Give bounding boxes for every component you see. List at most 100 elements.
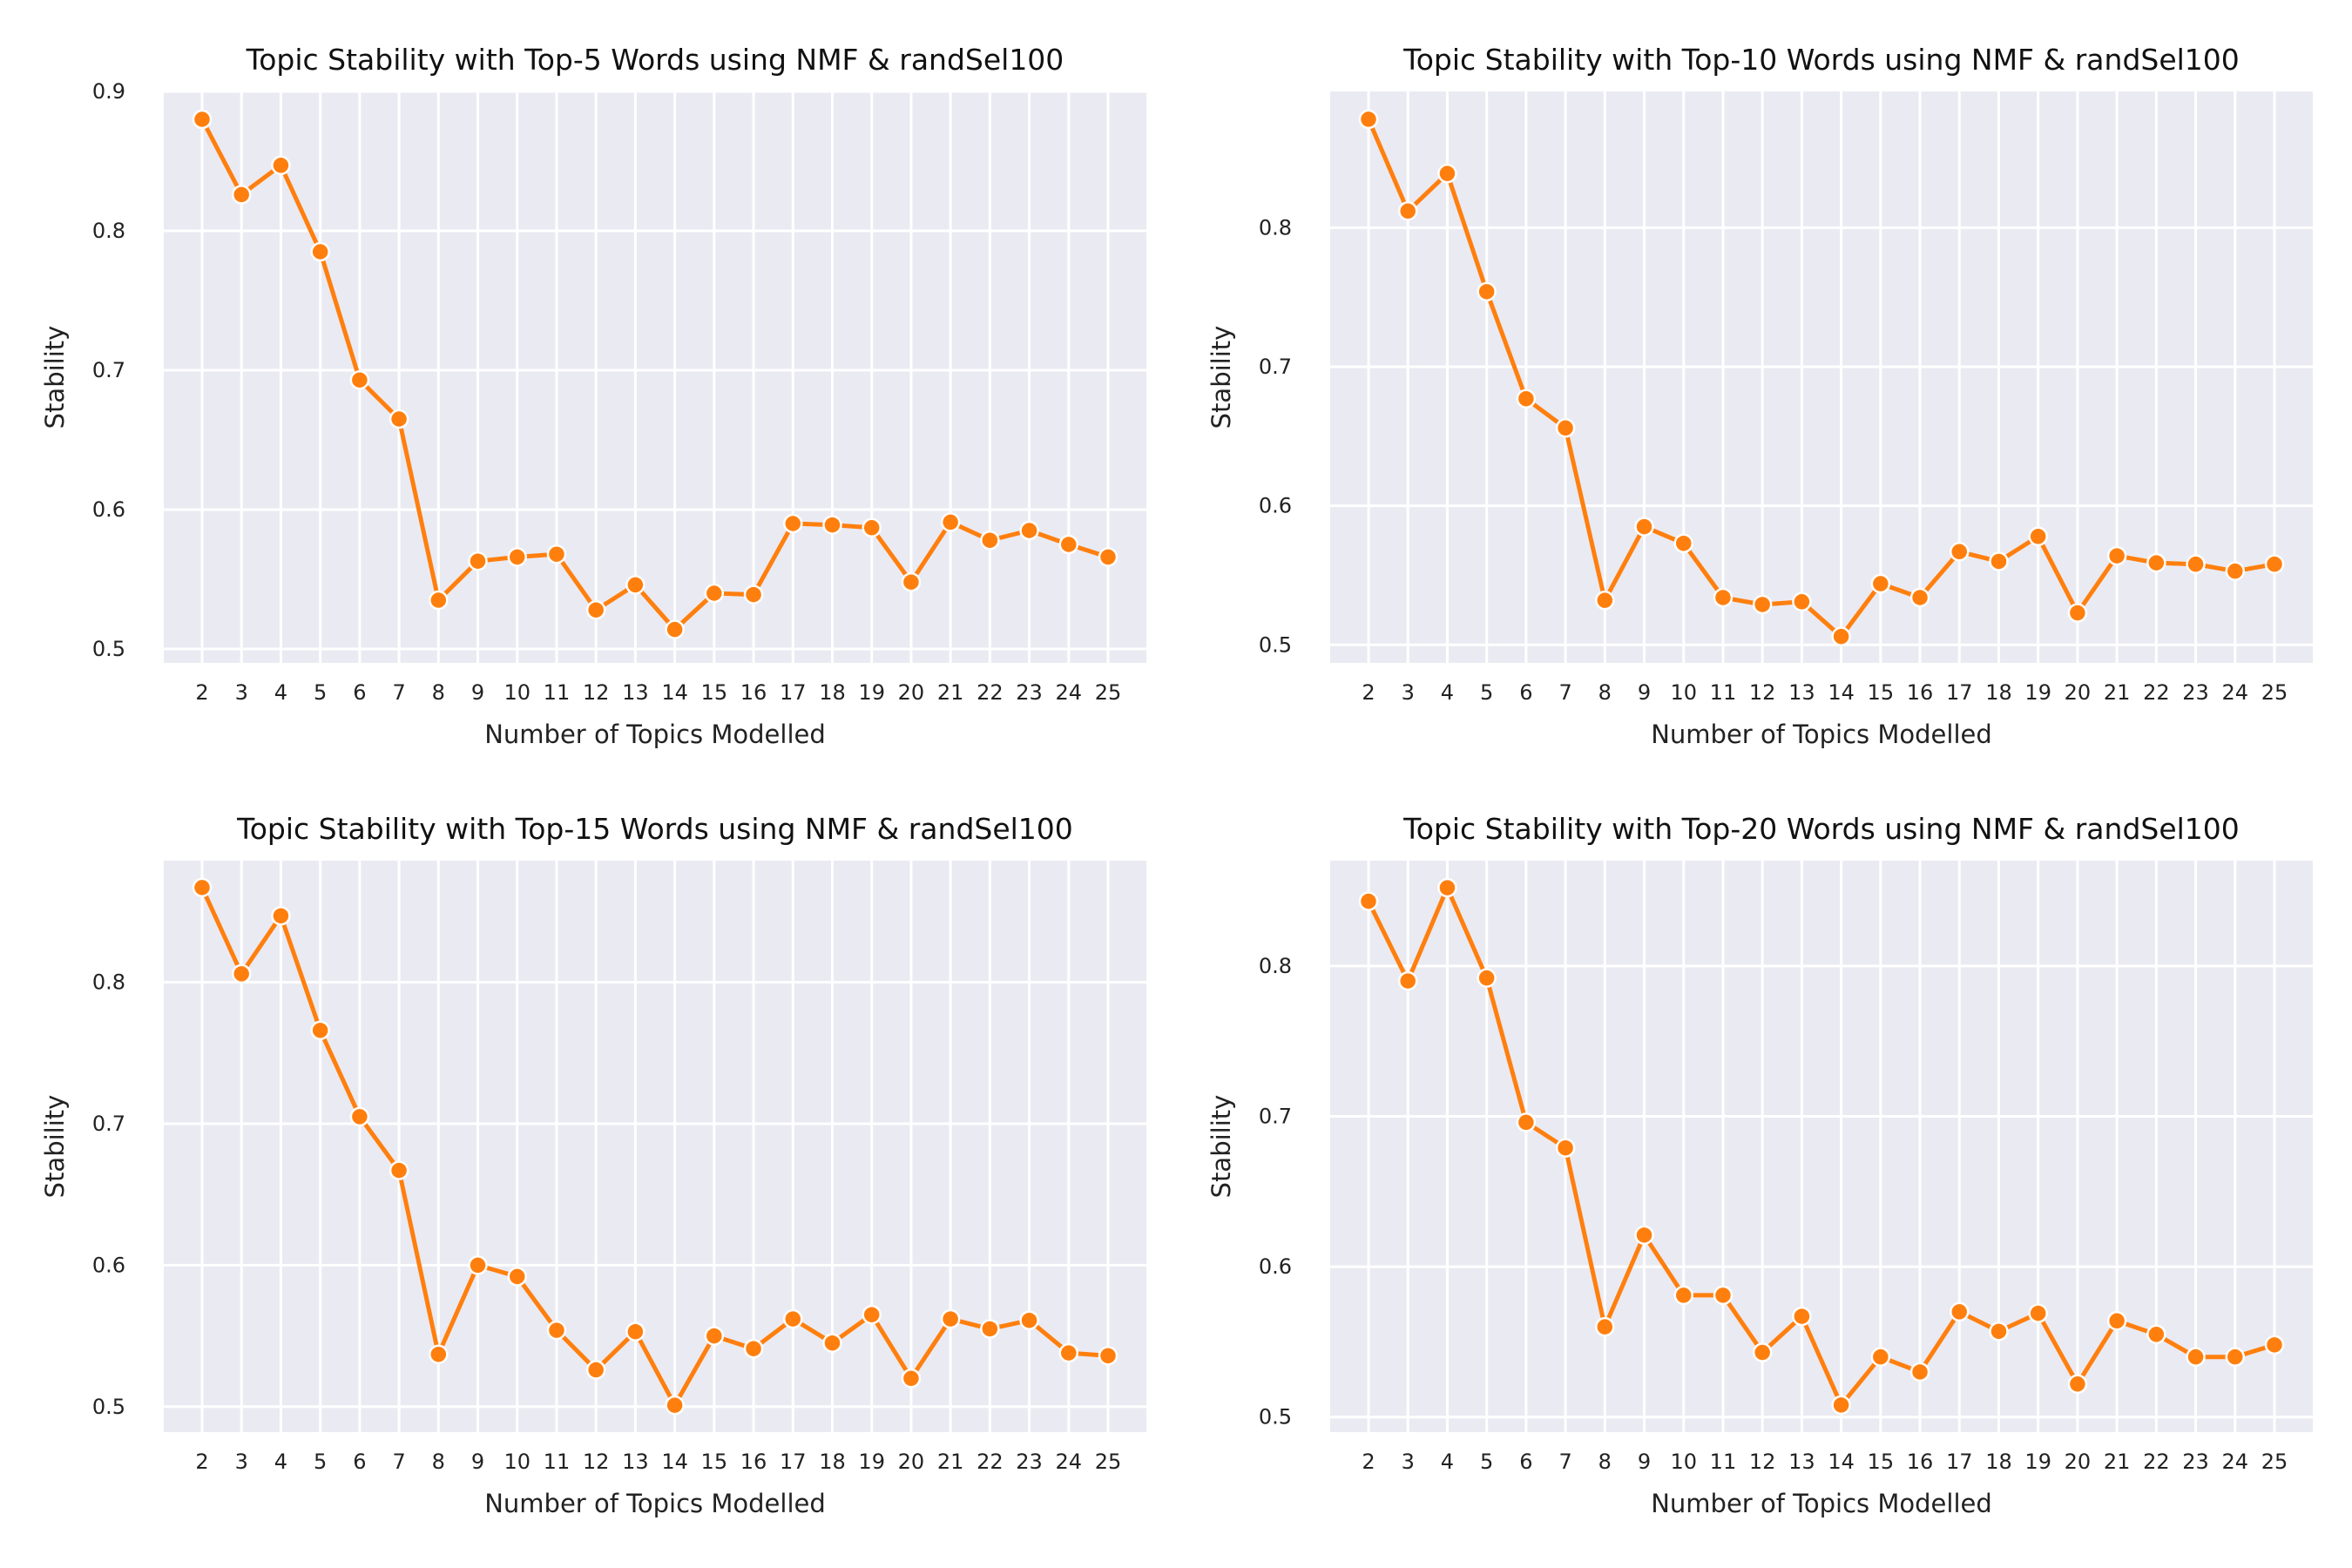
data-point bbox=[546, 544, 567, 564]
x-tick-label: 13 bbox=[622, 680, 649, 705]
data-point bbox=[862, 1304, 882, 1325]
x-tick-label: 8 bbox=[1598, 680, 1612, 705]
x-tick-label: 21 bbox=[2104, 680, 2131, 705]
data-point bbox=[862, 517, 882, 538]
data-point bbox=[468, 551, 488, 571]
y-tick-label: 0.8 bbox=[1259, 215, 1292, 240]
x-tick-label: 7 bbox=[1558, 680, 1571, 705]
y-axis-label: Stability bbox=[1206, 1095, 1236, 1199]
x-tick-label: 4 bbox=[1441, 1450, 1454, 1474]
data-point bbox=[743, 585, 764, 605]
x-tick-label: 23 bbox=[1016, 1450, 1043, 1474]
data-point bbox=[1019, 520, 1039, 541]
x-tick-label: 2 bbox=[195, 1450, 208, 1474]
x-tick-label: 17 bbox=[780, 680, 807, 705]
chart-1: 2 3 4 5 6 7 8 9 10 11 12 13 14 15 16 17 18 19 20 21 22 23 24 25… bbox=[40, 43, 1146, 749]
x-tick-label: 21 bbox=[937, 680, 964, 705]
data-point bbox=[2146, 552, 2166, 573]
x-tick-label: 11 bbox=[1710, 1450, 1737, 1474]
y-tick-label: 0.5 bbox=[92, 1395, 125, 1419]
data-point bbox=[1950, 542, 1970, 562]
x-tick-label: 22 bbox=[977, 680, 1004, 705]
x-tick-label: 19 bbox=[858, 680, 885, 705]
data-point bbox=[704, 1326, 725, 1346]
data-point bbox=[1397, 970, 1418, 991]
x-tick-label: 23 bbox=[2182, 680, 2209, 705]
data-point bbox=[822, 515, 842, 535]
chart-3: 2 3 4 5 6 7 8 9 10 11 12 13 14 15 16 17 18 19 20 21 22 23 24 25… bbox=[40, 812, 1146, 1518]
x-tick-label: 19 bbox=[858, 1450, 885, 1474]
x-tick-label: 21 bbox=[2104, 1450, 2131, 1474]
data-point bbox=[1634, 1225, 1654, 1246]
y-tick-label: 0.7 bbox=[1259, 1104, 1292, 1128]
x-tick-label: 18 bbox=[819, 680, 846, 705]
data-point bbox=[2186, 1347, 2206, 1367]
x-axis-label: Number of Topics Modelled bbox=[484, 720, 826, 749]
y-tick-label: 0.6 bbox=[1259, 1254, 1292, 1279]
data-point bbox=[507, 547, 527, 567]
x-tick-label: 18 bbox=[819, 1450, 846, 1474]
y-tick-label: 0.8 bbox=[92, 970, 125, 995]
x-tick-label: 16 bbox=[740, 680, 767, 705]
x-axis-label: Number of Topics Modelled bbox=[1651, 720, 1992, 749]
data-point bbox=[980, 530, 1000, 551]
data-point bbox=[310, 1020, 330, 1041]
data-point bbox=[468, 1255, 488, 1275]
plot-area bbox=[164, 91, 1146, 663]
x-tick-label: 25 bbox=[2261, 1450, 2288, 1474]
data-point bbox=[1098, 1346, 1119, 1366]
data-point bbox=[429, 590, 449, 611]
data-point bbox=[2264, 1335, 2285, 1355]
data-point bbox=[1019, 1310, 1039, 1330]
data-point bbox=[1058, 534, 1079, 555]
data-point bbox=[2106, 545, 2127, 566]
chart-2: 2 3 4 5 6 7 8 9 10 11 12 13 14 15 16 17 18 19 20 21 22 23 24 25… bbox=[1206, 43, 2313, 749]
y-tick-label: 0.5 bbox=[92, 637, 125, 661]
chart-title: Topic Stability with Top-5 Words using N… bbox=[246, 43, 1064, 77]
data-point bbox=[1673, 533, 1693, 553]
x-tick-label: 11 bbox=[544, 680, 571, 705]
data-point bbox=[389, 1160, 409, 1180]
x-tick-label: 14 bbox=[1828, 680, 1855, 705]
x-tick-label: 4 bbox=[1441, 680, 1454, 705]
data-point bbox=[980, 1319, 1000, 1339]
y-tick-label: 0.5 bbox=[1259, 1405, 1292, 1429]
data-point bbox=[1870, 1347, 1891, 1367]
x-tick-label: 19 bbox=[2024, 680, 2051, 705]
data-point bbox=[901, 1369, 922, 1389]
x-tick-label: 15 bbox=[1868, 680, 1895, 705]
x-tick-label: 20 bbox=[2065, 680, 2092, 705]
x-tick-label: 9 bbox=[1638, 1450, 1651, 1474]
data-point bbox=[1950, 1301, 1970, 1322]
x-tick-label: 5 bbox=[1480, 680, 1493, 705]
data-point bbox=[2067, 603, 2088, 623]
x-tick-label: 2 bbox=[1362, 1450, 1375, 1474]
x-tick-label: 13 bbox=[1788, 680, 1815, 705]
x-tick-label: 9 bbox=[1638, 680, 1651, 705]
x-tick-label: 8 bbox=[432, 1450, 445, 1474]
y-axis-label: Stability bbox=[40, 326, 70, 429]
x-tick-label: 15 bbox=[1868, 1450, 1895, 1474]
data-point bbox=[2186, 554, 2206, 574]
data-point bbox=[1831, 1395, 1851, 1416]
data-point bbox=[665, 619, 685, 639]
x-tick-label: 14 bbox=[661, 680, 688, 705]
x-tick-label: 16 bbox=[1907, 1450, 1934, 1474]
x-tick-label: 11 bbox=[544, 1450, 571, 1474]
x-tick-label: 21 bbox=[937, 1450, 964, 1474]
x-tick-label: 17 bbox=[1946, 680, 1973, 705]
x-tick-label: 23 bbox=[2182, 1450, 2209, 1474]
x-tick-label: 10 bbox=[504, 1450, 531, 1474]
y-tick-label: 0.8 bbox=[92, 219, 125, 243]
x-tick-label: 14 bbox=[661, 1450, 688, 1474]
y-tick-label: 0.7 bbox=[1259, 355, 1292, 379]
x-tick-label: 9 bbox=[471, 1450, 484, 1474]
x-tick-label: 12 bbox=[583, 1450, 610, 1474]
data-point bbox=[1792, 1306, 1812, 1327]
x-tick-label: 12 bbox=[1749, 1450, 1776, 1474]
data-point bbox=[2067, 1374, 2088, 1395]
data-point bbox=[2028, 1303, 2048, 1323]
data-point bbox=[2146, 1324, 2166, 1345]
data-point bbox=[1989, 551, 2009, 571]
